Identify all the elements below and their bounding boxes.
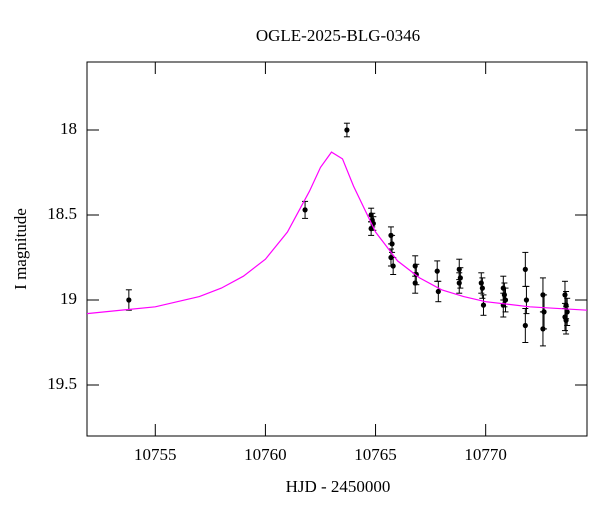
- data-point: [540, 326, 546, 332]
- data-point: [480, 302, 487, 308]
- data-point: [302, 207, 308, 213]
- data-point: [412, 280, 418, 286]
- y-axis-label: I magnitude: [11, 208, 30, 290]
- data-point: [126, 297, 132, 303]
- x-tick-label: 10755: [134, 445, 177, 464]
- data-point: [522, 266, 528, 272]
- y-tick-label: 18.5: [47, 204, 77, 223]
- data-point: [502, 297, 509, 303]
- data-point: [457, 275, 463, 281]
- data-point: [456, 280, 462, 286]
- data-point: [344, 127, 350, 133]
- data-point: [435, 288, 441, 295]
- data-point: [562, 292, 568, 298]
- data-point: [368, 226, 374, 232]
- x-tick-label: 10765: [354, 445, 397, 464]
- data-point: [523, 297, 530, 303]
- data-point: [479, 285, 485, 291]
- x-tick-label: 10760: [244, 445, 287, 464]
- data-point: [478, 280, 484, 286]
- data-point: [434, 268, 440, 274]
- y-tick-label: 18: [60, 119, 77, 138]
- data-point: [522, 322, 528, 329]
- chart-title: OGLE-2025-BLG-0346: [256, 26, 420, 45]
- data-point: [389, 241, 395, 247]
- x-tick-label: 10770: [464, 445, 507, 464]
- data-point: [390, 263, 396, 269]
- plot-frame: [86, 61, 588, 437]
- y-tick-label: 19.5: [47, 374, 77, 393]
- x-axis-label: HJD - 2450000: [286, 477, 391, 496]
- model-curve: [86, 151, 588, 315]
- data-point: [563, 317, 569, 323]
- y-tick-label: 19: [60, 289, 77, 308]
